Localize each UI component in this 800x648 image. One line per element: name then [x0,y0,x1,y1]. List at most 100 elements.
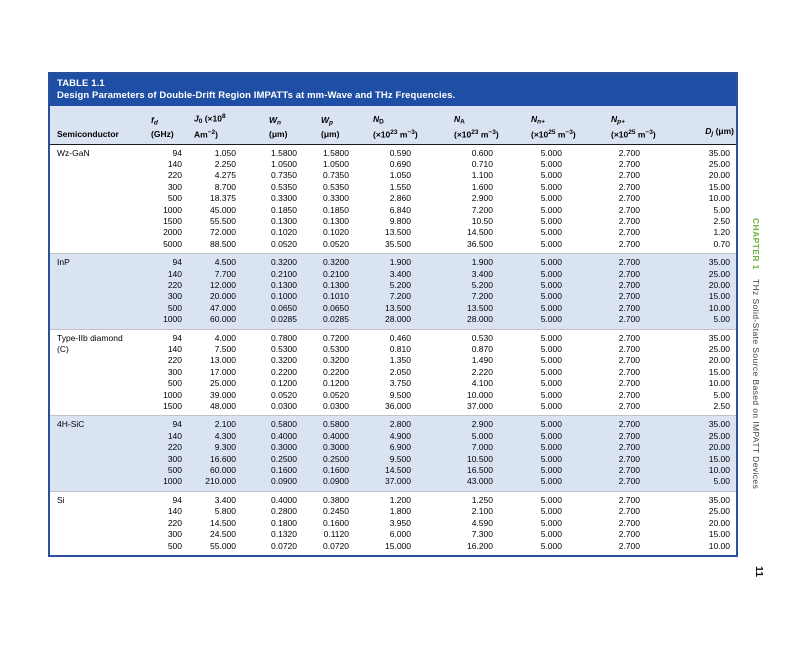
cell-na: 13.500 [414,302,496,315]
cell-wp: 0.3200 [323,355,349,366]
cell-npplus: 2.700 [618,401,640,412]
table-row: Wz-GaN 94 1.050 1.5800 1.5800 0.590 0.600 5.000… [50,144,736,159]
cell-nnplus: 5.000 [540,158,562,169]
cell-na: 5.200 [414,279,496,292]
column-header-wn: Wn (μm) [244,106,300,145]
cell-j0: 55.000 [210,540,236,551]
cell-wp: 0.5350 [323,181,349,192]
cell-nnplus: 5.000 [540,204,562,215]
header-text: J [194,113,199,124]
cell-npplus: 2.700 [618,355,640,366]
cell-wn: 0.7800 [271,332,297,343]
cell-fd: 500 [150,302,186,315]
cell-wn: 0.1200 [271,378,297,389]
cell-nd: 2.050 [389,366,411,377]
cell-wn: 0.1850 [271,204,297,215]
header-text: p [329,119,334,127]
header-text: m [478,129,489,139]
cell-nd: 1.350 [389,355,411,366]
header-text: (μm) [321,129,340,139]
cell-na: 0.870 [471,344,493,354]
cell-nnplus: 5.000 [496,465,566,477]
header-text: −2 [207,128,216,136]
header-text: W [269,115,278,125]
header-text: j [711,130,714,137]
header-text: d [153,119,158,127]
cell-fd: 140 [150,268,186,280]
cell-nnplus: 5.000 [496,279,566,292]
cell-fd: 220 [167,170,182,181]
cell-fd: 220 [167,355,182,366]
table-row: 220 4.275 0.7350 0.7350 1.050 1.100 5.000 2.700… [50,170,736,181]
cell-dj: 20.00 [708,170,730,181]
cell-na: 0.530 [471,332,493,343]
cell-npplus: 2.700 [566,415,644,431]
cell-fd: 94 [150,253,186,269]
header-text: f [151,115,154,125]
header-text: ) [652,129,656,139]
cell-na: 10.50 [471,215,493,226]
cell-wn: 0.1000 [244,291,300,303]
cell-wn: 0.0900 [244,476,300,492]
cell-na: 7.000 [414,442,496,454]
cell-j0: 88.500 [210,238,236,249]
cell-wn: 0.5300 [271,344,297,354]
cell-nd: 13.500 [385,227,411,238]
table-row: 5000 88.500 0.0520 0.0520 35.500 36.500 5.000 2… [50,239,736,254]
cell-wp: 0.1010 [300,291,352,303]
header-text: W [321,115,330,125]
cell-j0: 1.050 [214,147,236,158]
cell-wp: 0.5300 [323,344,349,354]
cell-nnplus: 5.000 [496,302,566,315]
cell-semiconductor [50,401,150,416]
cell-semiconductor: Wz-GaN [57,147,90,158]
cell-semiconductor [50,227,150,238]
cell-nnplus: 5.000 [540,238,562,249]
cell-na: 0.710 [471,158,493,169]
header-text: ) [572,129,576,139]
cell-wn: 0.5800 [244,415,300,431]
cell-nnplus: 5.000 [540,332,562,343]
table-row: 300 20.000 0.1000 0.1010 7.200 7.200 5.000 2.70… [50,291,736,303]
cell-npplus: 2.700 [618,181,640,192]
cell-nd: 2.800 [352,415,414,431]
table-row: 4H-SiC 94 2.100 0.5800 0.5800 2.800 2.900 5.000… [50,415,736,431]
column-header-fd: fd (GHz) [150,106,186,145]
table-row: 140 7.700 0.2100 0.2100 3.400 3.400 5.000 2.700… [50,268,736,280]
cell-npplus: 2.700 [618,204,640,215]
cell-wn: 0.3300 [271,193,297,204]
table-1-1: TABLE 1.1 Design Parameters of Double-Dr… [48,72,738,557]
cell-fd: 140 [167,158,182,169]
cell-fd: 5000 [163,238,182,249]
cell-dj: 20.00 [708,355,730,366]
cell-fd: 300 [150,453,186,466]
cell-na: 0.600 [471,147,493,158]
cell-wp: 0.0720 [323,540,349,551]
header-text: 25 [548,128,556,136]
cell-dj: 35.00 [708,147,730,158]
margin-tab: CHAPTER 1 THz Solid-State Source Based o… [751,218,761,489]
cell-fd: 94 [150,415,186,431]
cell-wp: 0.1850 [323,204,349,215]
table-row: 500 25.000 0.1200 0.1200 3.750 4.100 5.000 2.70… [50,378,736,389]
header-text: Semiconductor [57,129,119,139]
cell-nnplus: 5.000 [540,378,562,389]
cell-npplus: 2.700 [618,193,640,204]
cell-wn: 0.1300 [271,215,297,226]
cell-dj: 5.00 [713,204,730,215]
cell-nnplus: 5.000 [540,540,562,551]
cell-nd: 1.200 [389,494,411,505]
cell-j0: 4.000 [214,332,236,343]
cell-j0: 5.800 [214,506,236,517]
cell-j0: 48.000 [210,401,236,412]
cell-semiconductor [50,302,150,315]
table-row: Si 94 3.400 0.4000 0.3800 1.200 1.250 5.000 2.70… [50,491,736,506]
header-text: D [379,118,384,125]
cell-npplus: 2.700 [566,291,644,303]
cell-nd: 2.860 [389,193,411,204]
cell-dj: 2.50 [713,215,730,226]
cell-nnplus: 5.000 [540,227,562,238]
column-header-semiconductor: Semiconductor [50,106,150,145]
cell-nnplus: 5.000 [496,253,566,269]
cell-dj: 35.00 [644,415,736,431]
